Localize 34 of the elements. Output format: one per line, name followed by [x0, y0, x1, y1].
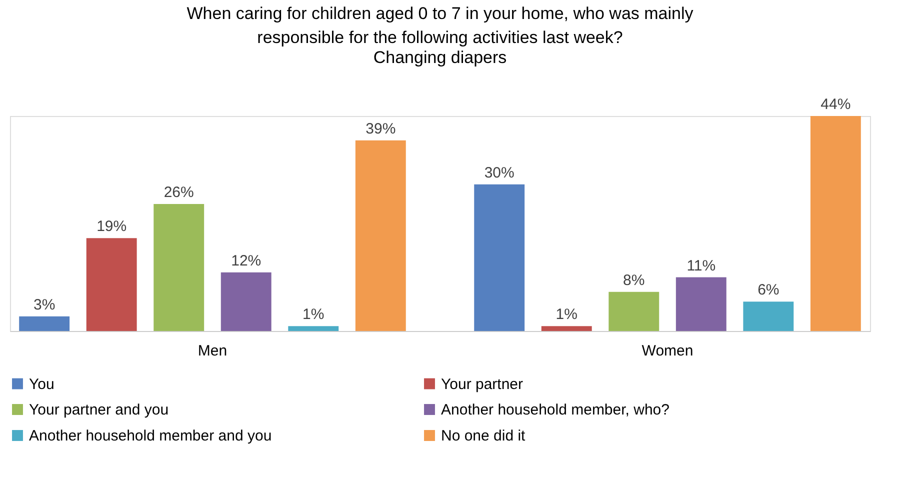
bar	[355, 140, 406, 331]
x-tick-label: Men	[198, 342, 228, 360]
data-label: 11%	[686, 257, 716, 274]
legend-label: You	[29, 376, 54, 393]
data-label: 19%	[96, 218, 127, 236]
legend-label: Another household member and you	[29, 428, 272, 444]
bar	[541, 326, 592, 331]
legend-label: No one did it	[441, 428, 526, 444]
bar	[810, 116, 861, 331]
chart-title: When caring for children aged 0 to 7 in your home, who was mainly responsible for the following activities last week?	[186, 4, 694, 47]
legend-label: Another household member, who?	[441, 402, 670, 418]
bar	[19, 316, 70, 331]
x-tick-label: Women	[642, 342, 694, 360]
bar	[288, 326, 339, 331]
data-label: 44%	[820, 96, 851, 113]
chart-subtitle: Changing diapers	[373, 48, 507, 67]
bar	[86, 238, 137, 331]
data-label: 8%	[623, 272, 645, 289]
data-label: 26%	[164, 184, 194, 201]
bar	[676, 277, 726, 331]
bar	[474, 184, 525, 331]
legend-label: Your partner and you	[29, 402, 169, 418]
legend-label: Your partner	[441, 376, 524, 393]
bar	[743, 302, 794, 331]
bar	[220, 272, 272, 331]
data-label: 1%	[302, 306, 324, 324]
data-label: 3%	[33, 296, 56, 314]
data-label: 1%	[556, 306, 578, 324]
bar	[608, 292, 660, 331]
data-label: 30%	[484, 164, 514, 182]
data-label: 39%	[366, 120, 396, 138]
bar	[154, 204, 204, 331]
data-label: 6%	[758, 282, 780, 299]
data-label: 12%	[231, 252, 262, 270]
